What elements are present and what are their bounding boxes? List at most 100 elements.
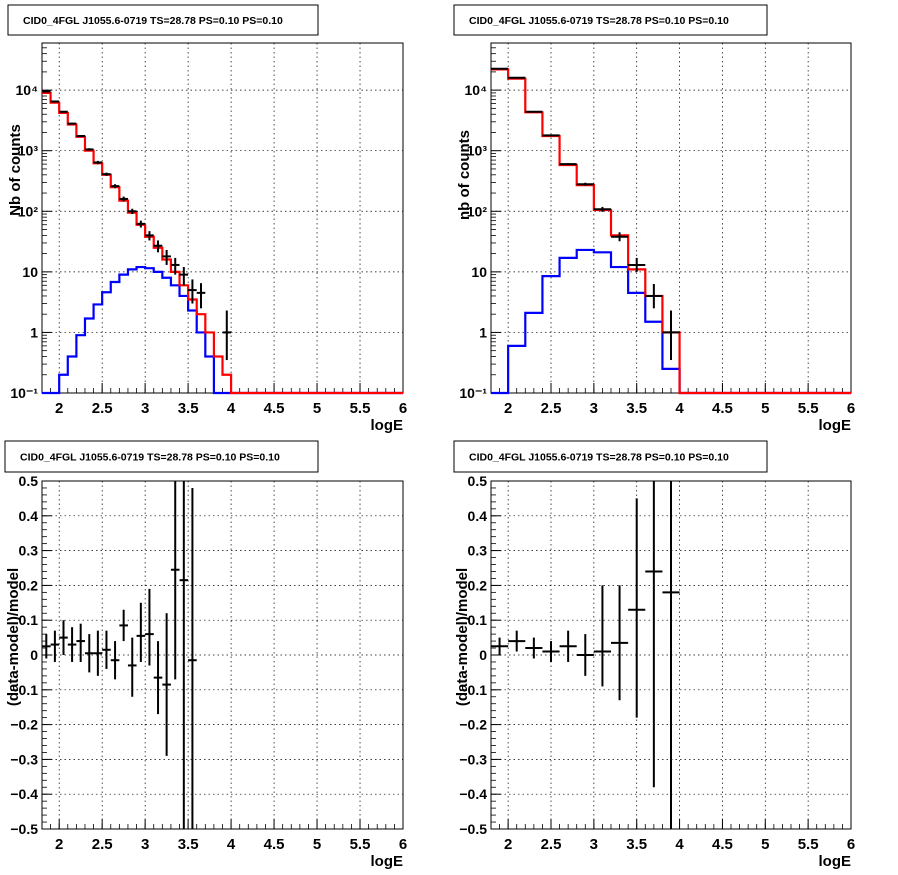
x-axis-label: logE xyxy=(371,417,404,434)
data-point xyxy=(179,267,189,286)
data-point xyxy=(42,90,51,93)
data-point xyxy=(136,602,146,662)
y-tick-label: 10⁴ xyxy=(465,82,488,98)
x-tick-label: 5.5 xyxy=(350,836,371,853)
y-axis-label: nb of counts xyxy=(456,130,473,220)
title-box xyxy=(453,440,768,473)
y-axis-label: (data-model)/model xyxy=(454,568,471,706)
y-tick-label: 0.5 xyxy=(19,473,39,489)
y-tick-label: 0.1 xyxy=(468,612,488,628)
y-axis: −0.5 −0.4 −0.3 −0.2 −0.1 0 0.1 0.2 0.3 0.4 0.5 (dat… xyxy=(454,473,851,837)
y-tick-label: 10⁴ xyxy=(16,82,39,98)
y-tick-label: −0.4 xyxy=(10,786,38,802)
x-tick-label: 2.5 xyxy=(541,836,562,853)
x-tick-label: 3.5 xyxy=(178,836,199,853)
x-tick-label: 4 xyxy=(227,836,236,853)
model-total-histogram xyxy=(42,91,403,395)
data-point xyxy=(127,208,137,215)
data-point xyxy=(611,232,629,242)
title-box xyxy=(7,4,319,36)
y-axis: 10⁻¹ 1 10 10² 10³ 10⁴ nb of counts xyxy=(456,42,851,401)
x-tick-label: 4.5 xyxy=(264,400,285,417)
y-tick-label: −0.4 xyxy=(459,786,487,802)
x-tick-label: 3 xyxy=(590,836,598,853)
data-point xyxy=(102,630,111,669)
title-box xyxy=(4,440,319,473)
data-point xyxy=(542,641,560,662)
data-point xyxy=(93,160,103,165)
x-tick-label: 3 xyxy=(590,400,598,417)
y-tick-label: −0.2 xyxy=(10,717,38,733)
data-point xyxy=(559,630,577,662)
x-tick-label: 5.5 xyxy=(798,836,819,853)
y-tick-label: 0.2 xyxy=(468,577,488,593)
y-tick-label: 0.1 xyxy=(19,612,39,628)
y-tick-label: 0.2 xyxy=(19,577,39,593)
data-point xyxy=(145,231,154,241)
x-tick-label: 4.5 xyxy=(264,836,285,853)
x-tick-label: 5 xyxy=(761,836,769,853)
x-tick-label: 4.5 xyxy=(712,400,733,417)
chart-title: CID0_4FGL J1055.6-0719 TS=28.78 PS=0.10 … xyxy=(469,15,729,27)
y-tick-label: −0.5 xyxy=(459,821,487,837)
counts-histogram-left: CID0_4FGL J1055.6-0719 TS=28.78 PS=0.10 … xyxy=(7,4,407,434)
title-box xyxy=(453,4,768,36)
y-tick-label: 0 xyxy=(479,647,487,663)
x-tick-label: 4.5 xyxy=(712,836,733,853)
y-tick-label: 1 xyxy=(479,324,487,340)
y-tick-label: 10⁻¹ xyxy=(459,385,487,401)
data-point xyxy=(196,283,206,309)
data-point xyxy=(136,220,146,228)
x-tick-label: 2.5 xyxy=(541,400,562,417)
y-axis-label: Nb of counts xyxy=(7,124,24,216)
x-tick-label: 3 xyxy=(141,836,149,853)
y-tick-label: 0.5 xyxy=(468,473,488,489)
x-tick-label: 2 xyxy=(55,400,63,417)
data-point xyxy=(110,641,120,680)
y-tick-label: −0.1 xyxy=(10,682,38,698)
x-tick-label: 2.5 xyxy=(92,836,113,853)
data-point xyxy=(67,122,77,125)
x-tick-label: 4 xyxy=(227,400,236,417)
y-tick-label: 10² xyxy=(467,203,488,219)
data-points xyxy=(491,67,680,361)
y-tick-label: −0.5 xyxy=(10,821,38,837)
y-axis-label: (data-model)/model xyxy=(5,568,22,706)
data-point xyxy=(76,623,85,662)
x-tick-label: 5 xyxy=(313,400,321,417)
data-points xyxy=(42,481,197,829)
data-points xyxy=(42,90,232,361)
data-point xyxy=(76,134,85,137)
x-tick-label: 6 xyxy=(847,400,855,417)
data-point xyxy=(119,609,128,642)
data-point xyxy=(170,257,180,275)
y-tick-label: 10 xyxy=(22,264,38,280)
data-point xyxy=(102,172,111,176)
y-tick-label: −0.3 xyxy=(10,751,38,767)
x-tick-label: 2.5 xyxy=(92,400,113,417)
data-point xyxy=(611,585,629,701)
counts-histogram-right: CID0_4FGL J1055.6-0719 TS=28.78 PS=0.10 … xyxy=(453,4,855,434)
x-tick-label: 4 xyxy=(675,836,684,853)
y-tick-label: −0.1 xyxy=(459,682,487,698)
x-tick-label: 6 xyxy=(399,400,407,417)
x-axis-label: logE xyxy=(371,853,404,870)
chart-title: CID0_4FGL J1055.6-0719 TS=28.78 PS=0.10 … xyxy=(20,452,280,464)
x-tick-label: 2 xyxy=(504,400,512,417)
x-tick-label: 5.5 xyxy=(798,400,819,417)
plot-frame xyxy=(41,42,404,394)
x-tick-label: 3.5 xyxy=(626,400,647,417)
x-tick-label: 2 xyxy=(504,836,512,853)
y-axis: 10⁻¹ 1 10 10² 10³ 10⁴ Nb of counts xyxy=(7,42,403,401)
data-point xyxy=(110,184,120,189)
data-point xyxy=(50,630,60,662)
y-tick-label: 0.4 xyxy=(468,508,488,524)
y-tick-label: 0.4 xyxy=(19,508,39,524)
y-tick-label: 0.3 xyxy=(468,543,488,559)
data-point xyxy=(559,163,577,166)
x-axis-label: logE xyxy=(819,853,852,870)
data-point xyxy=(153,240,163,253)
data-points xyxy=(491,481,680,829)
x-axis-label: logE xyxy=(819,417,852,434)
